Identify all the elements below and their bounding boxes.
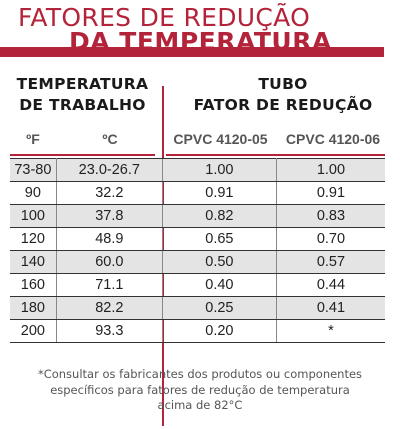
title-line-2: DA TEMPERATURA — [69, 29, 332, 47]
pipe-reduction-heading: TUBO FATOR DE REDUÇÃO — [172, 74, 394, 116]
pipe-reduction-heading-line-1: TUBO — [258, 75, 308, 93]
header-underline-right — [166, 154, 385, 156]
title-line-1: FATORES DE REDUÇÃO — [18, 3, 311, 32]
column-header-fahrenheit: ºF — [26, 131, 40, 147]
cell-cpvc-4120-05: 0.82 — [161, 204, 277, 228]
title-accent-bar — [0, 47, 384, 57]
column-header-cpvc-4120-05: CPVC 4120-05 — [173, 131, 268, 147]
cell-fahrenheit: 100 — [10, 204, 57, 228]
table-row: 180 82.2 0.25 0.41 — [10, 296, 385, 320]
footnote-line-3: acima de 82°C — [157, 398, 243, 412]
cell-cpvc-4120-06: 0.91 — [276, 181, 385, 205]
column-header-cpvc-4120-06: CPVC 4120-06 — [285, 131, 381, 147]
cell-celsius: 48.9 — [56, 227, 163, 251]
cell-fahrenheit: 200 — [10, 319, 57, 343]
cell-celsius: 32.2 — [56, 181, 163, 205]
cell-celsius: 23.0-26.7 — [56, 158, 163, 182]
table-row: 120 48.9 0.65 0.70 — [10, 227, 385, 251]
cell-cpvc-4120-06: 0.83 — [276, 204, 385, 228]
cell-cpvc-4120-06: 0.44 — [276, 273, 385, 297]
cell-cpvc-4120-05: 0.65 — [161, 227, 277, 251]
table-row: 160 71.1 0.40 0.44 — [10, 273, 385, 297]
cell-fahrenheit: 160 — [10, 273, 57, 297]
cell-fahrenheit: 120 — [10, 227, 57, 251]
cell-fahrenheit: 90 — [10, 181, 57, 205]
cell-cpvc-4120-05: 0.50 — [161, 250, 277, 274]
cell-celsius: 82.2 — [56, 296, 163, 320]
pipe-reduction-heading-line-2: FATOR DE REDUÇÃO — [193, 96, 373, 114]
footnote-line-2: específicos para fatores de redução de t… — [50, 382, 350, 397]
column-header-celsius: ºC — [102, 131, 118, 147]
reduction-factor-table: 73-80 23.0-26.7 1.00 1.00 90 32.2 0.91 0.91 100 3… — [10, 158, 385, 343]
cell-cpvc-4120-06: * — [276, 319, 385, 343]
working-temperature-heading-line-1: TEMPERATURA — [16, 75, 149, 93]
table-row: 200 93.3 0.20 * — [10, 319, 385, 343]
table-row: 73-80 23.0-26.7 1.00 1.00 — [10, 158, 385, 182]
cell-celsius: 37.8 — [56, 204, 163, 228]
cell-cpvc-4120-06: 0.41 — [276, 296, 385, 320]
working-temperature-heading: TEMPERATURA DE TRABALHO — [10, 74, 155, 116]
table-row: 100 37.8 0.82 0.83 — [10, 204, 385, 228]
cell-celsius: 93.3 — [56, 319, 163, 343]
footnote: *Consultar os fabricantes dos produtos o… — [12, 367, 388, 414]
table-row: 90 32.2 0.91 0.91 — [10, 181, 385, 205]
footnote-line-1: *Consultar os fabricantes dos produtos o… — [37, 367, 363, 381]
table-row: 140 60.0 0.50 0.57 — [10, 250, 385, 274]
cell-cpvc-4120-05: 1.00 — [161, 158, 277, 182]
cell-celsius: 60.0 — [56, 250, 163, 274]
header-underline-left — [10, 154, 155, 156]
working-temperature-heading-line-2: DE TRABALHO — [19, 96, 146, 114]
cell-cpvc-4120-06: 0.70 — [276, 227, 385, 251]
cell-cpvc-4120-06: 1.00 — [276, 158, 385, 182]
cell-celsius: 71.1 — [56, 273, 163, 297]
cell-cpvc-4120-05: 0.40 — [161, 273, 277, 297]
cell-fahrenheit: 73-80 — [10, 158, 57, 182]
cell-cpvc-4120-05: 0.91 — [161, 181, 277, 205]
cell-cpvc-4120-06: 0.57 — [276, 250, 385, 274]
cell-cpvc-4120-05: 0.25 — [161, 296, 277, 320]
cell-fahrenheit: 140 — [10, 250, 57, 274]
cell-cpvc-4120-05: 0.20 — [161, 319, 277, 343]
cell-fahrenheit: 180 — [10, 296, 57, 320]
